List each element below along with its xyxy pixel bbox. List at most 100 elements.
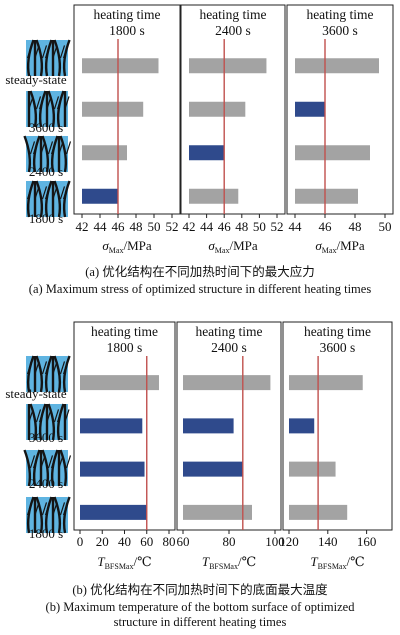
x-tick-label: 60	[140, 534, 153, 549]
bar-2400-s	[183, 461, 243, 477]
chart-title-line2: 1800 s	[109, 23, 145, 38]
x-axis-label: σMax/MPa	[315, 238, 364, 255]
x-axis-label-subscript: BFSMax	[209, 562, 238, 571]
bar-2400-s	[82, 145, 127, 161]
tree-twig	[38, 409, 45, 423]
tree-twig	[35, 96, 42, 110]
tree-twig	[59, 502, 66, 516]
bar-3600-s	[289, 418, 315, 434]
x-tick-label: 48	[235, 219, 248, 234]
tree-twig	[26, 45, 33, 59]
tree-twig	[50, 455, 57, 469]
thumbnails-panel-a: steady-state 3600 s 2400 s 1800 s	[5, 39, 72, 226]
tree-twig	[59, 361, 66, 375]
x-axis-label: TBFSMax/℃	[310, 554, 364, 571]
bar-steady-state	[295, 58, 379, 74]
x-axis-label-unit: /MPa	[229, 238, 257, 253]
x-axis-label-unit: /MPa	[336, 238, 364, 253]
bar-steady-state	[82, 58, 159, 74]
chart-title-line1: heating time	[93, 7, 160, 22]
x-tick-label: 42	[76, 219, 89, 234]
chart-title-line2: 1800 s	[107, 340, 143, 355]
tree-branch	[59, 449, 68, 487]
row-label: steady-state	[5, 72, 67, 87]
x-tick-label: 44	[200, 219, 214, 234]
x-axis-label-unit: /MPa	[123, 238, 151, 253]
bar-2400-s	[80, 461, 145, 477]
x-axis-label-subscript: Max	[322, 246, 337, 255]
tree-branch	[23, 135, 32, 173]
caption-b-en-line2: structure in different heating times	[113, 615, 287, 629]
tree-branch	[47, 90, 56, 128]
bar-1800-s	[82, 188, 118, 204]
chart-title-line2: 2400 s	[215, 23, 251, 38]
tree-branch	[53, 39, 62, 77]
bar-1800-s	[80, 504, 147, 520]
x-tick-label: 100	[265, 534, 285, 549]
x-tick-label: 20	[96, 534, 109, 549]
x-axis-label-unit: /℃	[238, 554, 256, 569]
x-axis-label-subscript: Max	[215, 246, 230, 255]
x-tick-label: 160	[357, 534, 377, 549]
tree-twig	[44, 502, 51, 516]
tree-branch	[59, 135, 68, 173]
tree-twig	[64, 96, 70, 110]
caption-a-cn: (a) 优化结构在不同加热时间下的最大应力	[85, 265, 315, 279]
thumbnails-panel-b: steady-state 3600 s 2400 s 1800 s	[5, 355, 72, 541]
tree-branch	[62, 180, 71, 218]
tree-twig	[41, 186, 48, 200]
tree-branch	[44, 180, 53, 218]
x-tick-label: 0	[77, 534, 84, 549]
tree-branch	[53, 180, 62, 218]
x-tick-label: 44	[289, 219, 303, 234]
x-axis-label-subscript: BFSMax	[318, 562, 347, 571]
bar-steady-state	[80, 375, 159, 391]
tree-branch	[26, 496, 35, 534]
x-axis-label-symbol: T	[310, 554, 318, 569]
tree-branch	[41, 135, 50, 173]
x-tick-label: 50	[148, 219, 161, 234]
row-label: 2400 s	[29, 164, 63, 179]
tree-twig	[29, 141, 36, 155]
x-tick-label: 46	[319, 219, 333, 234]
tree-twig	[65, 141, 72, 155]
x-tick-label: 42	[183, 219, 196, 234]
tree-twig	[44, 361, 51, 375]
bar-1800-s	[183, 504, 252, 520]
tree-twig	[41, 502, 48, 516]
chart-title-line2: 2400 s	[211, 340, 247, 355]
x-tick-label: 48	[130, 219, 143, 234]
tree-twig	[29, 455, 36, 469]
tree-twig	[38, 96, 45, 110]
tree-twig	[41, 45, 48, 59]
caption-b-en-line1: (b) Maximum temperature of the bottom su…	[45, 600, 355, 614]
tree-twig	[47, 141, 54, 155]
tree-branch	[50, 449, 59, 487]
tree-twig	[44, 186, 51, 200]
x-tick-label: 50	[379, 219, 392, 234]
tree-twig	[62, 361, 69, 375]
tree-branch	[35, 39, 44, 77]
tree-twig	[62, 45, 69, 59]
x-tick-label: 52	[166, 219, 179, 234]
x-axis-label-symbol: σ	[102, 238, 109, 253]
tree-branch	[56, 90, 65, 128]
tree-branch	[53, 355, 62, 393]
tree-twig	[64, 409, 70, 423]
x-axis-label: σMax/MPa	[208, 238, 257, 255]
bar-steady-state	[189, 58, 267, 74]
tree-twig	[62, 502, 69, 516]
x-tick-label: 48	[349, 219, 362, 234]
x-tick-label: 50	[253, 219, 266, 234]
tree-branch	[29, 403, 38, 441]
chart-title-line1: heating time	[304, 324, 371, 339]
caption-b-cn: (b) 优化结构在不同加热时间下的底面最大温度	[72, 583, 328, 597]
x-axis-label-symbol: T	[97, 554, 105, 569]
tree-branch	[56, 403, 65, 441]
tree-branch	[47, 403, 56, 441]
x-axis-label: TBFSMax/℃	[202, 554, 256, 571]
x-axis-label: σMax/MPa	[102, 238, 151, 255]
tree-twig	[26, 502, 33, 516]
